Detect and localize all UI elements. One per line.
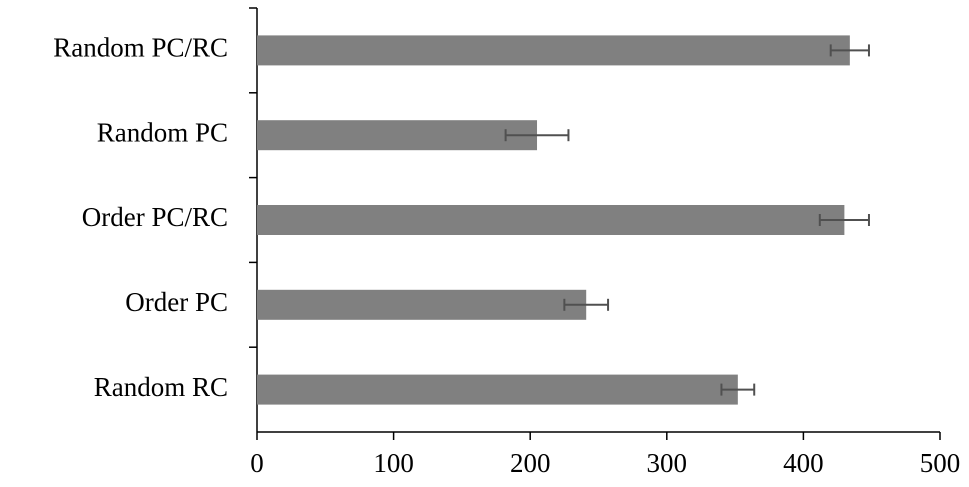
x-tick-label: 300 — [647, 448, 688, 478]
error-bar — [720, 383, 756, 396]
x-tick-label: 200 — [510, 448, 551, 478]
error-bar — [504, 129, 570, 142]
y-tick-label: Random PC/RC — [53, 33, 228, 63]
error-bar — [818, 214, 870, 226]
bar — [257, 374, 738, 405]
bar — [257, 205, 845, 235]
bar — [257, 120, 538, 151]
x-tick-label: 100 — [373, 448, 414, 478]
error-bar — [563, 298, 610, 311]
x-tick-label: 400 — [783, 448, 824, 478]
y-tick-label: Random RC — [94, 372, 228, 402]
x-tick-label: 0 — [250, 448, 264, 478]
error-bar — [829, 44, 870, 57]
x-tick-label: 500 — [920, 448, 961, 478]
y-tick-label: Order PC/RC — [82, 202, 228, 232]
y-tick-label: Order PC — [125, 287, 228, 317]
y-tick-label: Random PC — [97, 117, 228, 147]
bar — [257, 289, 587, 320]
bar — [257, 35, 850, 66]
